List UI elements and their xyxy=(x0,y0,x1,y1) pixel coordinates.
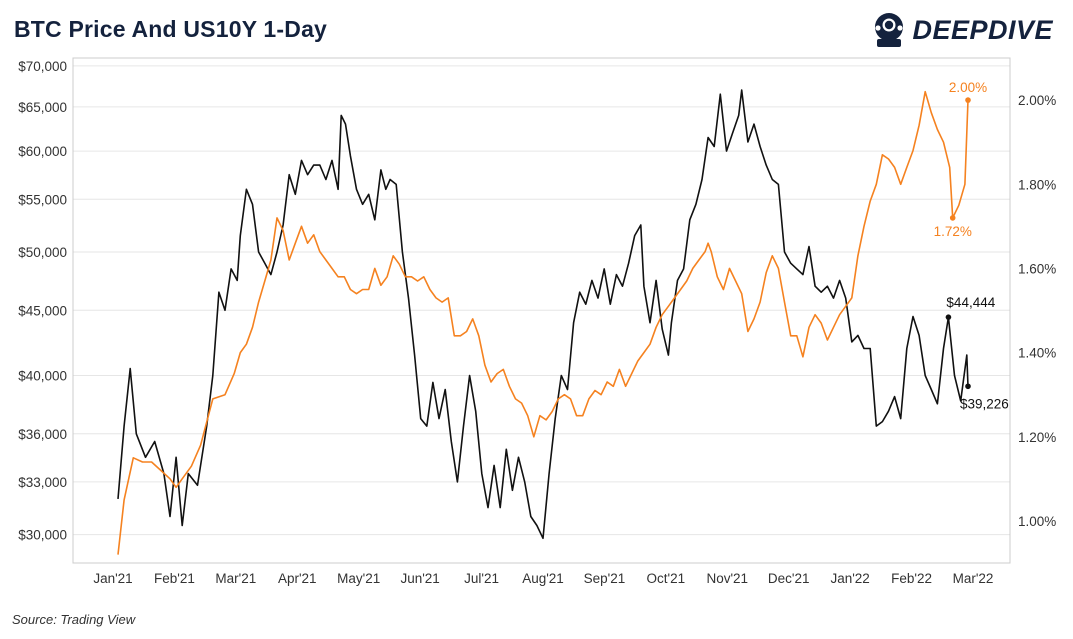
brand-name: DEEPDIVE xyxy=(912,14,1053,45)
y-left-tick-label: $30,000 xyxy=(18,528,67,543)
diver-helmet-icon xyxy=(875,13,904,47)
grid-lines xyxy=(73,65,1010,536)
x-tick-label: Dec'21 xyxy=(768,571,810,586)
x-tick-label: Jan'22 xyxy=(830,571,869,586)
x-tick-label: Sep'21 xyxy=(584,571,626,586)
us10y-line xyxy=(117,90,969,555)
x-tick-label: Feb'22 xyxy=(891,571,932,586)
y-right-tick-label: 1.40% xyxy=(1018,346,1056,361)
x-tick-label: Nov'21 xyxy=(706,571,748,586)
x-tick-label: Mar'22 xyxy=(953,571,994,586)
x-tick-label: Apr'21 xyxy=(278,571,317,586)
annotation-label: 2.00% xyxy=(949,80,987,95)
annotation-marker xyxy=(965,383,971,390)
annotations: 2.00% 1.72% $44,444 $39,226 xyxy=(934,80,1009,411)
annotation-label: 1.72% xyxy=(934,224,972,239)
y-axis-right: 1.00% 1.20% 1.40% 1.60% 1.80% 2.00% xyxy=(1018,93,1056,529)
y-left-tick-label: $60,000 xyxy=(18,144,67,159)
x-tick-label: Oct'21 xyxy=(647,571,686,586)
annotation-marker xyxy=(949,215,956,221)
y-left-tick-label: $45,000 xyxy=(18,303,67,318)
y-right-tick-label: 1.60% xyxy=(1018,261,1056,276)
btc-price-line xyxy=(117,89,969,540)
x-axis: Jan'21 Feb'21 Mar'21 Apr'21 May'21 Jun'21 Jul'… xyxy=(93,571,993,586)
y-left-tick-label: $36,000 xyxy=(18,427,67,442)
annotation-label: $44,444 xyxy=(946,295,995,310)
brand-logo: DEEPDIVE xyxy=(872,10,1053,50)
y-left-tick-label: $70,000 xyxy=(18,59,67,74)
source-note: Source: Trading View xyxy=(12,612,136,627)
x-tick-label: Feb'21 xyxy=(154,571,195,586)
x-tick-label: May'21 xyxy=(337,571,380,586)
y-left-tick-label: $50,000 xyxy=(18,245,67,260)
y-left-tick-label: $65,000 xyxy=(18,100,67,115)
x-tick-label: Jul'21 xyxy=(464,571,499,586)
y-right-tick-label: 2.00% xyxy=(1018,93,1056,108)
y-left-tick-label: $55,000 xyxy=(18,192,67,207)
y-right-tick-label: 1.20% xyxy=(1018,430,1056,445)
x-tick-label: Jun'21 xyxy=(400,571,439,586)
x-tick-label: Aug'21 xyxy=(522,571,564,586)
x-tick-label: Jan'21 xyxy=(93,571,132,586)
annotation-marker xyxy=(945,314,952,320)
y-axis-left: $30,000 $33,000 $36,000 $40,000 $45,000 $50,0… xyxy=(18,59,67,543)
y-right-tick-label: 1.80% xyxy=(1018,177,1056,192)
y-left-tick-label: $40,000 xyxy=(18,368,67,383)
annotation-label: $39,226 xyxy=(960,396,1009,411)
series-lines xyxy=(117,89,969,555)
chart-title: BTC Price And US10Y 1-Day xyxy=(14,16,328,42)
x-tick-label: Mar'21 xyxy=(215,571,256,586)
y-right-tick-label: 1.00% xyxy=(1018,514,1056,529)
annotation-marker xyxy=(965,97,971,103)
y-left-tick-label: $33,000 xyxy=(18,475,67,490)
